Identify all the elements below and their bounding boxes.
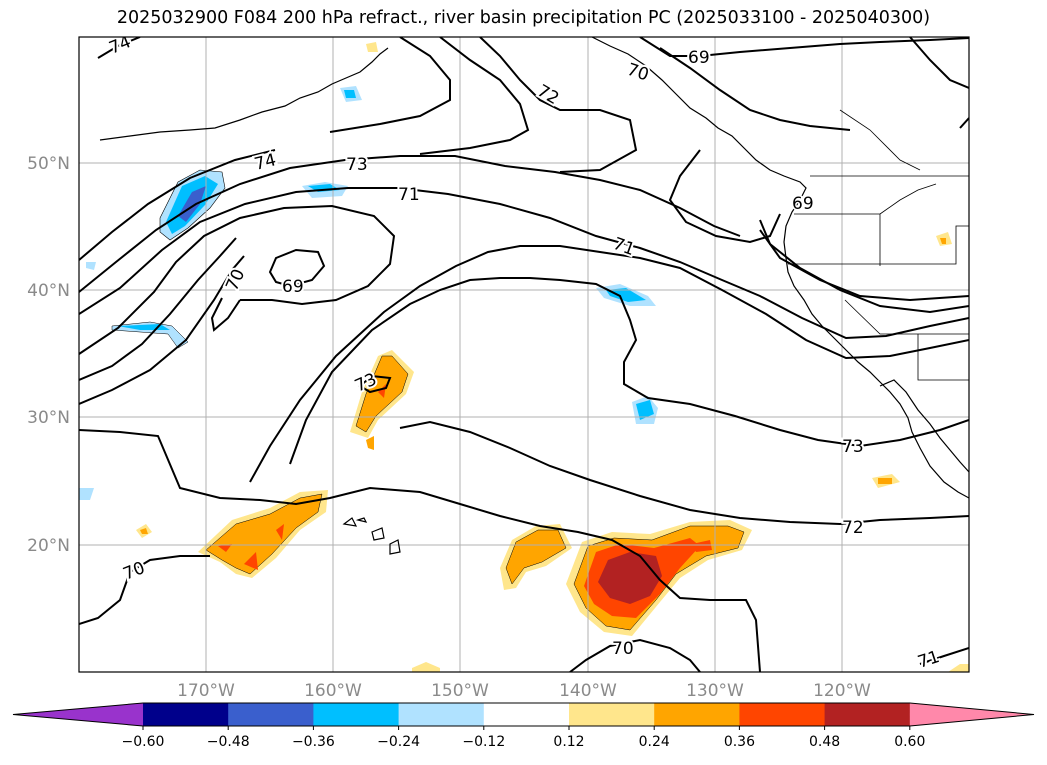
lon-label: 130°W bbox=[686, 681, 744, 701]
lat-label: 20°N bbox=[27, 536, 70, 556]
colorbar-segment bbox=[569, 703, 655, 726]
colorbar-tick-label: 0.48 bbox=[809, 734, 840, 750]
colorbar-segment bbox=[654, 703, 740, 726]
contour-label: 69 bbox=[282, 277, 304, 297]
contour-label: 70 bbox=[612, 639, 634, 659]
contour-label: 73 bbox=[346, 155, 368, 175]
colorbar-segment bbox=[739, 703, 826, 726]
colorbar-tick-label: 0.24 bbox=[639, 734, 670, 750]
longitude-labels: 170°W 160°W 150°W 140°W 130°W 120°W bbox=[177, 681, 871, 701]
lon-label: 120°W bbox=[813, 681, 871, 701]
colorbar-tick-label: −0.48 bbox=[207, 734, 250, 750]
contour-label: 69 bbox=[688, 48, 710, 68]
shade-neg-1 bbox=[111, 321, 189, 349]
colorbar-tick-label: −0.36 bbox=[292, 734, 335, 750]
lon-label: 160°W bbox=[304, 681, 362, 701]
map-panel: 74 74 73 71 70 69 73 71 73 72 70 70 71 6… bbox=[79, 37, 969, 672]
colorbar-tick-label: −0.60 bbox=[122, 734, 165, 750]
lon-label: 140°W bbox=[559, 681, 617, 701]
colorbar: −0.60 −0.48 −0.36 −0.24 −0.12 0.12 0.24 0.36 0.4… bbox=[12, 702, 1035, 750]
lon-label: 150°W bbox=[431, 681, 489, 701]
contour-label: 73 bbox=[842, 437, 864, 457]
refractivity-contours bbox=[79, 37, 969, 672]
state-borders bbox=[788, 109, 969, 381]
colorbar-tick-label: 0.60 bbox=[894, 734, 925, 750]
lon-label: 170°W bbox=[177, 681, 235, 701]
colorbar-segment bbox=[824, 703, 911, 726]
lat-label: 50°N bbox=[27, 154, 70, 174]
map-title: 2025032900 F084 200 hPa refract., river … bbox=[116, 8, 931, 28]
contour-label: 72 bbox=[842, 518, 864, 538]
contour-label: 69 bbox=[792, 194, 814, 214]
map-frame bbox=[78, 36, 970, 673]
colorbar-segment bbox=[398, 703, 485, 726]
colorbar-segment bbox=[228, 703, 314, 726]
lat-label: 30°N bbox=[27, 408, 70, 428]
colorbar-tick-label: −0.24 bbox=[377, 734, 420, 750]
colorbar-extend-high bbox=[909, 703, 1034, 726]
colorbar-tick-label: 0.36 bbox=[724, 734, 755, 750]
gridlines bbox=[79, 37, 969, 672]
latitude-labels: 50°N 40°N 30°N 20°N bbox=[27, 154, 70, 556]
colorbar-segment bbox=[483, 703, 570, 726]
colorbar-tick-label: −0.12 bbox=[462, 734, 505, 750]
colorbar-segment bbox=[143, 703, 229, 726]
colorbar-extend-low bbox=[13, 703, 143, 726]
contour-label: 71 bbox=[398, 185, 420, 205]
lat-label: 40°N bbox=[27, 281, 70, 301]
colorbar-segment bbox=[313, 703, 400, 726]
colorbar-tick-label: 0.12 bbox=[553, 734, 584, 750]
